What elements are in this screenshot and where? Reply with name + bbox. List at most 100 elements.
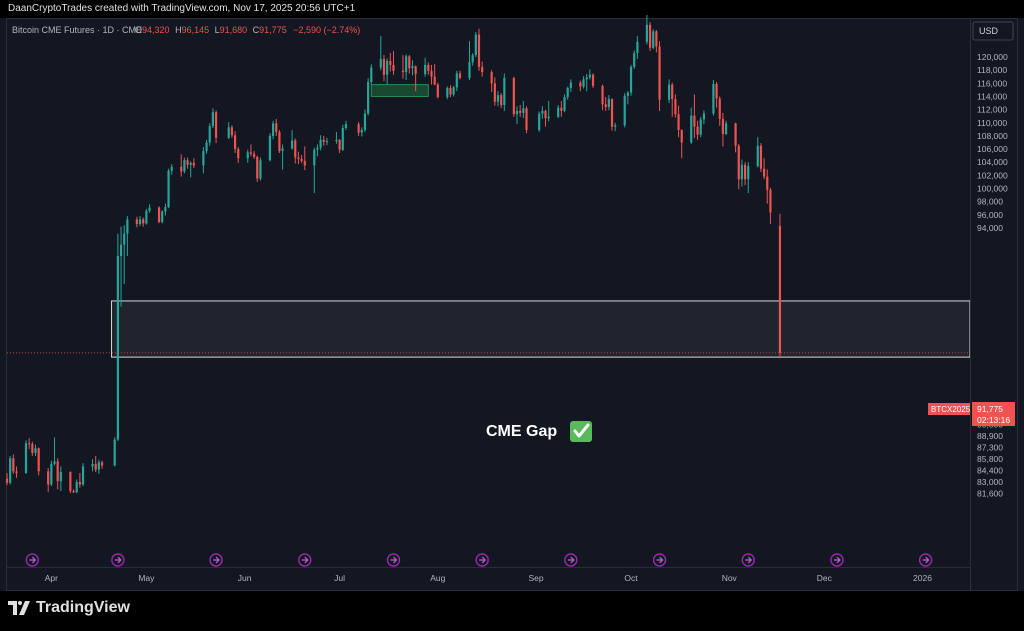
candle xyxy=(338,139,341,153)
candle xyxy=(408,55,411,74)
candle xyxy=(538,111,541,132)
currency-button[interactable]: USD xyxy=(972,21,1014,41)
candle-body xyxy=(538,113,541,130)
candle xyxy=(278,129,281,153)
candle-body xyxy=(636,41,639,54)
candle xyxy=(677,105,680,138)
candle xyxy=(142,217,145,227)
candle xyxy=(341,124,344,152)
time-axis-label: May xyxy=(138,573,155,583)
gap-filled-zone[interactable] xyxy=(370,84,429,97)
candle xyxy=(392,51,395,75)
candle-body xyxy=(386,60,389,75)
candle xyxy=(389,53,392,72)
candle-body xyxy=(164,206,167,212)
candle xyxy=(477,28,481,71)
legend-change: −2,590 (−2.74%) xyxy=(293,25,360,35)
candle xyxy=(100,460,104,469)
event-marker-icon[interactable] xyxy=(475,553,489,567)
candle xyxy=(202,147,205,174)
candle xyxy=(560,101,563,117)
event-marker-icon[interactable] xyxy=(386,553,401,567)
candle-body xyxy=(648,24,652,48)
candle-body xyxy=(433,76,436,85)
candle-body xyxy=(69,472,72,492)
candle-body xyxy=(512,78,515,115)
candle-body xyxy=(766,176,769,190)
candle xyxy=(702,110,706,125)
event-marker-icon[interactable] xyxy=(209,553,223,567)
candle-body xyxy=(724,123,728,134)
candle xyxy=(72,489,75,494)
event-marker-icon[interactable] xyxy=(918,553,933,567)
candle xyxy=(655,30,658,53)
candle xyxy=(268,133,272,162)
candle xyxy=(652,29,655,50)
price-axis-label: 116,000 xyxy=(977,78,1007,88)
price-axis-label: 85,800 xyxy=(977,454,1003,464)
price-axis-label: 104,000 xyxy=(977,157,1008,167)
candle xyxy=(778,213,782,359)
attribution-text: DaanCryptoTrades created with TradingVie… xyxy=(8,3,356,14)
candle-body xyxy=(658,46,661,100)
time-axis-label: Jun xyxy=(238,573,252,583)
candle-body xyxy=(256,156,259,179)
candle-body xyxy=(47,471,50,485)
tradingview-logo[interactable]: TradingView xyxy=(8,599,130,617)
candle-body xyxy=(566,87,569,98)
cme-gap-label: CME Gap xyxy=(486,423,557,440)
candle-body xyxy=(674,99,677,115)
candle-body xyxy=(382,58,386,75)
event-marker-icon[interactable] xyxy=(652,553,667,567)
candle-body xyxy=(161,211,164,223)
candle xyxy=(607,95,610,111)
event-marker-icon[interactable] xyxy=(741,553,755,567)
cme-gap-zone[interactable] xyxy=(111,300,971,358)
candle xyxy=(78,472,81,488)
attribution-bar: DaanCryptoTrades created with TradingVie… xyxy=(0,0,1024,18)
event-marker-icon[interactable] xyxy=(564,553,578,567)
event-marker-icon[interactable] xyxy=(25,553,40,567)
candle xyxy=(363,109,367,132)
currency-label: USD xyxy=(979,26,999,36)
candle-body xyxy=(696,126,699,135)
candle-body xyxy=(290,140,294,149)
last-price: 91,775 xyxy=(977,404,1003,414)
legend-close: 91,775 xyxy=(259,25,287,35)
event-marker-icon[interactable] xyxy=(830,553,844,567)
candle xyxy=(743,162,747,186)
price-tag: BTCX2025 91,775 02:13:16 xyxy=(928,402,1015,426)
candle xyxy=(648,22,652,52)
candle xyxy=(367,78,370,116)
candle-body xyxy=(75,482,78,493)
candle-body xyxy=(252,153,256,157)
candle-body xyxy=(268,135,272,161)
price-axis-label: 102,000 xyxy=(977,170,1008,180)
candle xyxy=(563,94,566,113)
candle-body xyxy=(740,164,744,180)
candlestick-chart[interactable]: 120,000 118,000 116,000 114,000 112,000 110,0… xyxy=(0,0,1024,591)
candle xyxy=(721,112,725,147)
candle xyxy=(192,158,195,169)
candle xyxy=(740,159,744,187)
candle-body xyxy=(629,66,633,93)
event-marker-icon[interactable] xyxy=(298,553,312,567)
event-marker-arrow xyxy=(213,556,220,564)
candle-body xyxy=(113,439,116,466)
candle xyxy=(671,82,674,117)
candle-body xyxy=(401,70,405,73)
event-marker-icon[interactable] xyxy=(111,553,125,567)
candle xyxy=(557,104,560,119)
candle xyxy=(167,168,170,209)
candle xyxy=(12,454,15,474)
candle-body xyxy=(392,64,395,71)
candle xyxy=(81,463,85,487)
candle-body xyxy=(271,123,275,136)
candle xyxy=(180,154,183,177)
candle-body xyxy=(227,127,230,138)
candle-body xyxy=(116,256,119,440)
candle xyxy=(474,32,477,57)
candle xyxy=(519,104,522,117)
price-axis-label: 84,400 xyxy=(977,466,1003,476)
candle xyxy=(290,129,294,150)
